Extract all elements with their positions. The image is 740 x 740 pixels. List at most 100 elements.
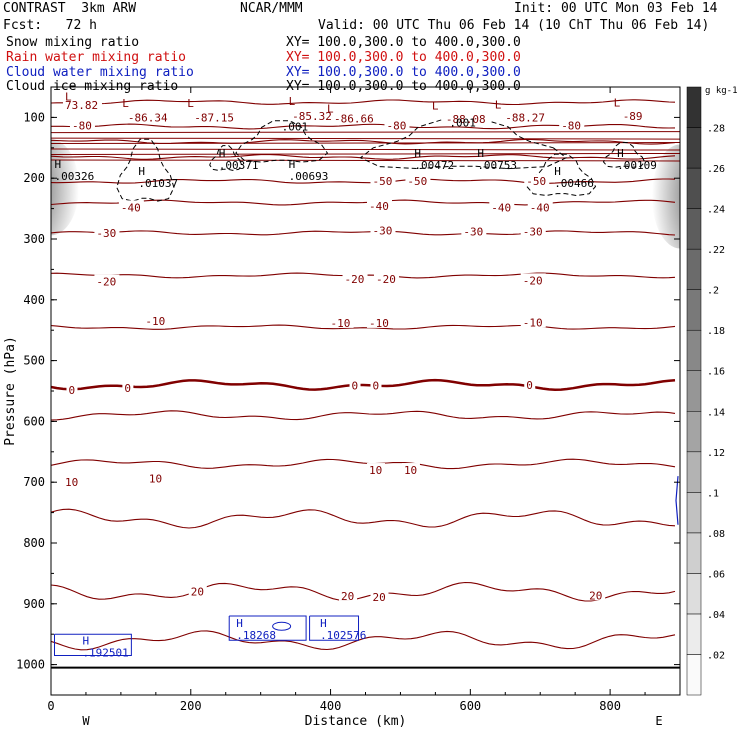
contour-label: -30	[463, 226, 483, 239]
ice-contour	[359, 118, 568, 170]
label-mask	[370, 223, 396, 236]
contour-label: -86.66	[334, 113, 374, 126]
extremum-marker: L	[187, 97, 194, 110]
extremum-value: .00326	[54, 170, 94, 183]
contour-label: -50	[372, 175, 392, 188]
x-tick-label: 800	[599, 699, 621, 713]
ice-shading-left	[51, 139, 79, 236]
extremum-marker: H	[219, 147, 226, 160]
extremum-marker: H	[554, 165, 561, 178]
temperature-contour	[51, 581, 676, 602]
colorbar-cell	[686, 492, 702, 534]
field-cloud-water-name: Cloud water mixing ratio	[6, 65, 194, 80]
extremum-marker: H	[617, 147, 624, 160]
field-snow-name: Snow mixing ratio	[6, 35, 140, 50]
contour-label: -30	[523, 226, 543, 239]
label-mask	[366, 463, 385, 476]
contour-label: -50	[526, 175, 546, 188]
cloud-water-contour	[272, 621, 292, 631]
cloud-water-contour	[309, 615, 360, 641]
east-label: E	[655, 714, 662, 728]
contour-label: -40	[491, 201, 511, 214]
cloud-water-contour	[675, 476, 679, 525]
temperature-contour	[51, 508, 676, 529]
colorbar-tick-label: .04	[707, 610, 725, 621]
colorbar-tick-label: .22	[707, 245, 725, 256]
y-tick-label: 400	[23, 293, 45, 307]
extremum-value: .01037	[138, 177, 178, 190]
extremum-marker: H	[289, 158, 296, 171]
label-mask	[527, 200, 553, 213]
cloud-water-contour	[228, 615, 307, 641]
contour-label: -10	[369, 317, 389, 330]
label-mask	[384, 118, 410, 131]
colorbar-cell	[686, 167, 702, 209]
label-mask	[443, 112, 490, 125]
colorbar-cell	[686, 613, 702, 655]
label-mask	[118, 200, 144, 213]
contour-label: -80	[386, 119, 406, 132]
label-mask	[328, 315, 354, 328]
label-mask	[587, 588, 606, 601]
contour-label: 0	[68, 384, 75, 397]
contour-label: -89	[623, 110, 643, 123]
colorbar-cell	[686, 208, 702, 250]
extremum-value: .00109	[617, 159, 657, 172]
temperature-contour	[51, 131, 680, 134]
contour-label: -88.27	[505, 111, 545, 124]
colorbar-cell	[686, 532, 702, 574]
colorbar-tick-label: .1	[707, 488, 719, 499]
label-mask	[62, 98, 102, 111]
extremum-value: .00472	[414, 159, 454, 172]
extremum-value: .00371	[219, 159, 259, 172]
temperature-contour	[51, 199, 676, 206]
y-tick-label: 1000	[16, 658, 45, 672]
colorbar-tick-label: .26	[707, 164, 725, 175]
extremum-marker: H	[320, 617, 327, 630]
temperature-contour	[51, 458, 676, 470]
temperature-contour	[51, 153, 676, 160]
x-axis-title: Distance (km)	[305, 714, 407, 729]
label-mask	[461, 224, 487, 237]
contour-label: -50	[407, 175, 427, 188]
y-tick-label: 700	[23, 475, 45, 489]
colorbar-cell	[686, 411, 702, 453]
temperature-contour	[51, 630, 676, 651]
temperature-contour	[51, 99, 676, 106]
colorbar-cell	[686, 370, 702, 412]
contour-label: -40	[369, 200, 389, 213]
temperature-contour	[51, 137, 680, 140]
label-mask	[373, 272, 399, 285]
ice-contour	[602, 142, 646, 168]
contour-label: 10	[149, 473, 162, 486]
contour-label: -30	[372, 224, 392, 237]
y-tick-label: 200	[23, 171, 45, 185]
contour-label: 10	[65, 476, 78, 489]
west-label: W	[82, 714, 90, 728]
extremum-value: .192501	[82, 647, 128, 660]
colorbar-tick-label: .28	[707, 124, 725, 135]
contour-label: 0	[526, 379, 533, 392]
contour-label: -80	[72, 119, 92, 132]
label-mask	[125, 110, 172, 123]
label-mask	[366, 199, 392, 212]
label-mask	[94, 274, 120, 287]
label-mask	[370, 590, 389, 603]
extremum-marker: H	[138, 165, 145, 178]
contour-label: -30	[96, 227, 116, 240]
contour-label: 20	[341, 590, 354, 603]
ice-contour-label: .001	[449, 116, 476, 129]
label-mask	[192, 110, 239, 123]
y-tick-label: 300	[23, 232, 45, 246]
label-mask	[370, 174, 396, 187]
contour-label: 20	[589, 589, 602, 602]
label-mask	[366, 315, 392, 328]
valid-time: Valid: 00 UTC Thu 06 Feb 14 (10 ChT Thu …	[318, 18, 710, 33]
colorbar-cell	[686, 451, 702, 493]
label-mask	[62, 475, 81, 488]
label-mask	[620, 109, 646, 122]
field-rain-name: Rain water mixing ratio	[6, 50, 187, 65]
temperature-contour	[51, 142, 680, 145]
init-time: Init: 00 UTC Mon 03 Feb 14	[514, 1, 718, 16]
